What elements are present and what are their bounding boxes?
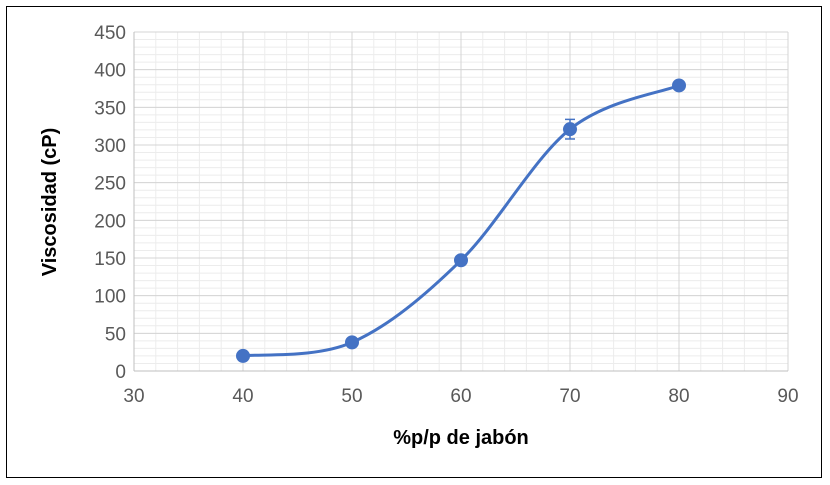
y-axis-title: Viscosidad (cP) [39,128,61,277]
data-point [672,78,686,93]
y-tick-label: 50 [105,324,126,345]
y-tick-label: 100 [94,287,126,308]
data-point [345,335,359,350]
x-tick-label: 40 [232,386,253,407]
data-point [563,122,577,137]
y-tick-labels: 0 50 100 150 200 250 300 350 400 450 [94,23,126,383]
data-points [236,78,686,363]
x-axis-title: %p/p de jabón [393,427,529,449]
data-point [236,348,250,363]
y-tick-label: 300 [94,136,126,157]
y-tick-label: 400 [94,61,126,82]
x-tick-label: 30 [123,386,144,407]
y-tick-label: 450 [94,23,126,44]
major-gridlines [133,31,789,372]
x-tick-labels: 30 40 50 60 70 80 90 [123,386,798,407]
x-tick-label: 80 [668,386,689,407]
x-tick-label: 60 [450,386,471,407]
y-tick-label: 350 [94,98,126,119]
y-tick-label: 0 [115,362,126,383]
y-tick-label: 200 [94,211,126,232]
data-point [454,253,468,268]
y-tick-label: 150 [94,249,126,270]
axes [133,32,788,372]
x-tick-label: 70 [559,386,580,407]
x-tick-label: 50 [341,386,362,407]
x-tick-label: 90 [777,386,798,407]
y-tick-label: 250 [94,174,126,195]
